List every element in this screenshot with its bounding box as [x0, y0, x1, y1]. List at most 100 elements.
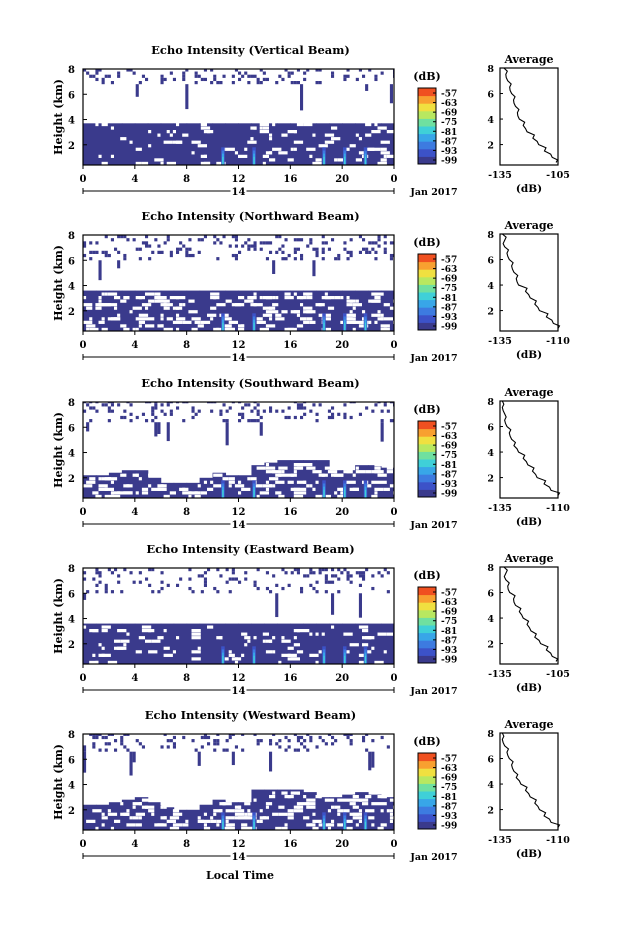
y-tick-label: 6	[68, 90, 75, 101]
streak-cell	[300, 84, 304, 111]
x-tick-label: 8	[183, 839, 190, 850]
strong-echo	[364, 322, 367, 331]
upper-cell	[135, 247, 139, 251]
upper-cell	[191, 415, 195, 420]
gap-cell	[293, 487, 300, 491]
gap-cell	[346, 320, 356, 324]
gap-cell	[256, 494, 260, 498]
gap-cell	[306, 310, 316, 314]
gap-cell	[374, 296, 381, 300]
gap-cell	[222, 657, 229, 661]
day-label: 14	[232, 187, 246, 198]
upper-cell	[132, 238, 136, 242]
upper-cell	[318, 735, 322, 740]
upper-cell	[104, 748, 108, 752]
gap-cell	[95, 306, 102, 310]
upper-cell	[238, 402, 242, 404]
upper-cell	[83, 571, 87, 575]
upper-cell	[222, 403, 226, 407]
upper-cell	[300, 257, 304, 261]
gap-cell	[157, 636, 164, 640]
gap-cell	[176, 636, 180, 640]
gap-cell	[337, 463, 344, 467]
upper-cell	[135, 415, 139, 420]
gap-cell	[334, 158, 338, 162]
upper-cell	[234, 69, 238, 72]
upper-cell	[383, 250, 387, 254]
gap-cell	[296, 324, 304, 328]
colorbar-tick-label: -87	[441, 303, 457, 313]
gap-cell	[241, 632, 248, 636]
upper-cell	[98, 580, 102, 584]
profile-frame	[499, 400, 559, 499]
gap-cell	[160, 324, 164, 328]
x-tick-label: 8	[183, 174, 190, 185]
gap-cell	[281, 791, 288, 795]
gap-cell	[272, 470, 282, 474]
gap-cell	[281, 639, 291, 643]
gap-cell	[386, 130, 394, 134]
upper-cell	[194, 74, 198, 78]
upper-cell	[228, 406, 232, 410]
colorbar-swatch	[418, 587, 436, 596]
x-tick-label: 16	[283, 673, 297, 684]
upper-cell	[343, 403, 347, 407]
gap-cell	[191, 140, 201, 144]
colorbar-swatch	[418, 269, 436, 278]
gap-cell	[315, 480, 319, 484]
gap-cell	[89, 317, 93, 321]
upper-cell	[340, 571, 344, 575]
gap-cell	[380, 324, 390, 328]
gap-cell	[374, 320, 378, 324]
gap-cell	[219, 636, 223, 640]
gap-cell	[114, 317, 121, 321]
x-tick-label: 0	[391, 340, 398, 351]
gap-cell	[355, 466, 359, 470]
upper-cell	[169, 250, 173, 254]
upper-cell	[98, 571, 102, 575]
upper-cell	[269, 739, 273, 743]
colorbar-swatch	[418, 292, 436, 301]
gap-cell	[197, 646, 201, 650]
upper-cell	[287, 739, 291, 743]
gap-cell	[293, 140, 304, 144]
upper-cell	[284, 238, 288, 242]
upper-cell	[321, 739, 325, 743]
upper-cell	[169, 412, 173, 416]
upper-cell	[138, 580, 142, 584]
profile-title: Average	[503, 718, 553, 731]
x-tick-label: 8	[183, 340, 190, 351]
gap-cell	[83, 625, 87, 629]
upper-cell	[197, 574, 201, 578]
upper-cell	[188, 586, 192, 591]
gap-cell	[253, 292, 257, 296]
gap-cell	[238, 480, 242, 484]
upper-cell	[306, 69, 310, 72]
gap-cell	[225, 816, 235, 820]
upper-cell	[104, 235, 108, 239]
upper-cell	[145, 402, 149, 404]
profile-y-tick-label: 6	[487, 90, 494, 101]
upper-cell	[309, 583, 313, 587]
gap-cell	[349, 470, 353, 474]
gap-cell	[352, 795, 359, 799]
profile-y-tick-label: 2	[487, 307, 494, 318]
gap-cell	[216, 161, 226, 165]
gap-cell	[92, 653, 96, 657]
gap-cell	[89, 660, 99, 664]
gap-cell	[265, 487, 269, 491]
colorbar-tick-label: -75	[441, 284, 457, 294]
gap-cell	[306, 296, 313, 300]
low-layer-segment	[238, 475, 252, 498]
y-tick-label: 2	[68, 141, 75, 152]
upper-cell	[377, 235, 381, 239]
upper-cell	[225, 748, 229, 752]
gap-cell	[343, 819, 353, 823]
gap-cell	[132, 306, 142, 310]
upper-cell	[346, 257, 350, 261]
upper-cell	[216, 739, 220, 743]
upper-cell	[303, 412, 307, 416]
gap-cell	[169, 816, 180, 820]
colorbar-tick-label: -87	[441, 802, 457, 812]
